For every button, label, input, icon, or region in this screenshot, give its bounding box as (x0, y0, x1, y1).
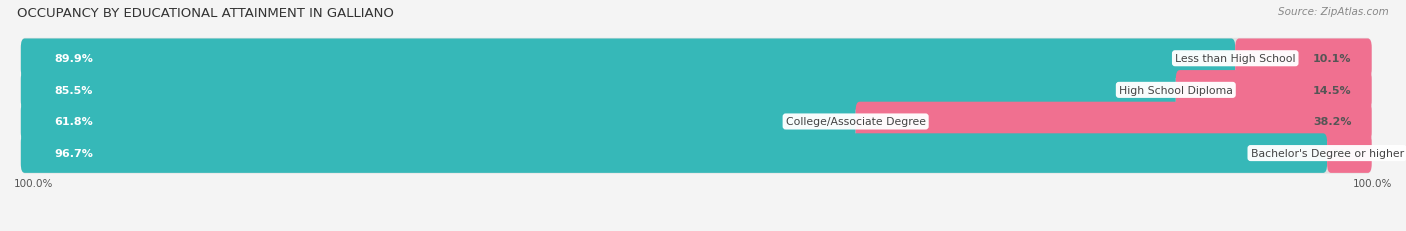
Text: 3.3%: 3.3% (1320, 149, 1351, 158)
Text: College/Associate Degree: College/Associate Degree (786, 117, 925, 127)
FancyBboxPatch shape (21, 39, 1236, 79)
FancyBboxPatch shape (21, 39, 1372, 79)
FancyBboxPatch shape (21, 133, 1372, 174)
Text: 96.7%: 96.7% (55, 149, 93, 158)
Text: 14.5%: 14.5% (1313, 85, 1351, 95)
Text: 10.1%: 10.1% (1313, 54, 1351, 64)
Text: 85.5%: 85.5% (55, 85, 93, 95)
FancyBboxPatch shape (1236, 39, 1372, 79)
Text: 38.2%: 38.2% (1313, 117, 1351, 127)
FancyBboxPatch shape (21, 102, 1372, 142)
Text: 89.9%: 89.9% (55, 54, 93, 64)
Text: 100.0%: 100.0% (14, 178, 53, 188)
Text: 100.0%: 100.0% (1353, 178, 1392, 188)
Text: OCCUPANCY BY EDUCATIONAL ATTAINMENT IN GALLIANO: OCCUPANCY BY EDUCATIONAL ATTAINMENT IN G… (17, 7, 394, 20)
FancyBboxPatch shape (1327, 134, 1372, 173)
FancyBboxPatch shape (21, 71, 1175, 110)
FancyBboxPatch shape (1175, 71, 1372, 110)
Text: Source: ZipAtlas.com: Source: ZipAtlas.com (1278, 7, 1389, 17)
Text: 61.8%: 61.8% (55, 117, 93, 127)
FancyBboxPatch shape (21, 102, 856, 142)
Text: High School Diploma: High School Diploma (1119, 85, 1233, 95)
FancyBboxPatch shape (21, 134, 1327, 173)
Text: Less than High School: Less than High School (1175, 54, 1295, 64)
FancyBboxPatch shape (856, 102, 1372, 142)
Text: Bachelor's Degree or higher: Bachelor's Degree or higher (1250, 149, 1403, 158)
FancyBboxPatch shape (21, 70, 1372, 111)
